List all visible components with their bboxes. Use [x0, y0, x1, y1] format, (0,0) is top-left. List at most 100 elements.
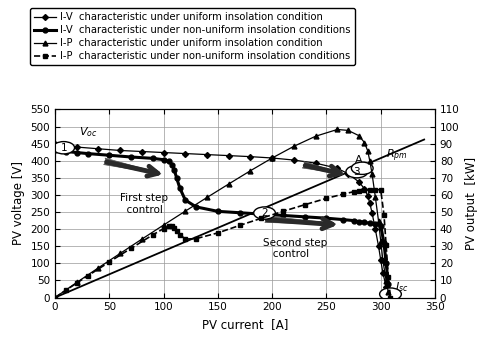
I-P  characteristic under non-uniform insolation conditions [150, 233, 156, 237]
I-P  characteristic under non-uniform insolation conditions [128, 246, 134, 250]
I-V  characteristic under non-uniform insolation conditions [177, 186, 183, 190]
I-V  characteristic under uniform insolation condition [139, 149, 145, 154]
I-P  characteristic under uniform insolation condition [362, 141, 368, 145]
I-P  characteristic under uniform insolation condition [117, 251, 123, 255]
I-P  characteristic under non-uniform insolation conditions [258, 216, 264, 220]
Text: $I_{sc}$: $I_{sc}$ [395, 280, 408, 294]
I-V  characteristic under uniform insolation condition [312, 161, 318, 165]
I-V  characteristic under non-uniform insolation conditions [160, 158, 166, 162]
I-P  characteristic under non-uniform insolation conditions [182, 237, 188, 241]
I-P  characteristic under uniform insolation condition [378, 239, 384, 243]
I-P  characteristic under non-uniform insolation conditions [367, 188, 373, 192]
I-P  characteristic under uniform insolation condition [345, 128, 351, 132]
I-P  characteristic under uniform insolation condition [291, 144, 297, 148]
I-P  characteristic under uniform insolation condition [204, 195, 210, 199]
I-V  characteristic under non-uniform insolation conditions [372, 222, 378, 226]
I-P  characteristic under non-uniform insolation conditions [170, 224, 175, 228]
I-P  characteristic under non-uniform insolation conditions [106, 260, 112, 264]
I-V  characteristic under uniform insolation condition [380, 271, 386, 275]
I-P  characteristic under non-uniform insolation conditions [302, 203, 308, 207]
I-V  characteristic under non-uniform insolation conditions [74, 150, 80, 155]
Y-axis label: PV output  [kW]: PV output [kW] [465, 157, 478, 250]
I-P  characteristic under uniform insolation condition [139, 237, 145, 241]
I-P  characteristic under uniform insolation condition [380, 258, 386, 262]
I-V  characteristic under non-uniform insolation conditions [367, 221, 373, 225]
I-V  characteristic under uniform insolation condition [388, 295, 394, 300]
I-P  characteristic under uniform insolation condition [386, 290, 392, 294]
Line: I-P  characteristic under non-uniform insolation conditions: I-P characteristic under non-uniform ins… [53, 187, 392, 300]
I-P  characteristic under uniform insolation condition [376, 219, 382, 223]
I-V  characteristic under non-uniform insolation conditions [193, 205, 199, 209]
I-V  characteristic under non-uniform insolation conditions [52, 148, 58, 153]
I-P  characteristic under non-uniform insolation conditions [193, 237, 199, 241]
I-P  characteristic under uniform insolation condition [312, 134, 318, 138]
I-V  characteristic under non-uniform insolation conditions [150, 156, 156, 160]
I-P  characteristic under non-uniform insolation conditions [63, 288, 69, 292]
I-V  characteristic under uniform insolation condition [74, 145, 80, 149]
I-V  characteristic under non-uniform insolation conditions [350, 219, 356, 223]
I-V  characteristic under uniform insolation condition [96, 147, 102, 151]
I-P  characteristic under non-uniform insolation conditions [381, 213, 387, 217]
Text: A: A [354, 155, 362, 165]
X-axis label: PV current  [A]: PV current [A] [202, 318, 288, 331]
I-V  characteristic under uniform insolation condition [362, 187, 368, 191]
I-P  characteristic under uniform insolation condition [334, 128, 340, 132]
I-P  characteristic under uniform insolation condition [226, 182, 232, 186]
I-P  characteristic under uniform insolation condition [182, 209, 188, 213]
I-V  characteristic under non-uniform insolation conditions [182, 198, 188, 202]
I-P  characteristic under uniform insolation condition [96, 266, 102, 270]
I-P  characteristic under non-uniform insolation conditions [324, 196, 330, 200]
I-V  characteristic under uniform insolation condition [364, 194, 370, 198]
Ellipse shape [53, 142, 74, 154]
Line: I-P  characteristic under uniform insolation condition: I-P characteristic under uniform insolat… [52, 127, 393, 300]
I-P  characteristic under uniform insolation condition [372, 195, 378, 199]
I-V  characteristic under non-uniform insolation conditions [172, 168, 177, 172]
I-P  characteristic under uniform insolation condition [388, 295, 394, 300]
I-P  characteristic under uniform insolation condition [367, 159, 373, 163]
I-V  characteristic under uniform insolation condition [226, 154, 232, 158]
I-V  characteristic under uniform insolation condition [334, 166, 340, 170]
I-V  characteristic under uniform insolation condition [345, 172, 351, 176]
I-P  characteristic under non-uniform insolation conditions [383, 244, 389, 248]
I-P  characteristic under uniform insolation condition [364, 149, 370, 153]
I-P  characteristic under uniform insolation condition [369, 172, 375, 176]
I-V  characteristic under uniform insolation condition [367, 201, 373, 206]
I-P  characteristic under non-uniform insolation conditions [160, 227, 166, 231]
Line: I-V  characteristic under non-uniform insolation conditions: I-V characteristic under non-uniform ins… [52, 148, 393, 300]
I-V  characteristic under non-uniform insolation conditions [378, 224, 384, 228]
I-V  characteristic under non-uniform insolation conditions [215, 209, 221, 213]
I-P  characteristic under uniform insolation condition [74, 280, 80, 285]
Ellipse shape [352, 162, 373, 174]
I-P  characteristic under non-uniform insolation conditions [378, 188, 384, 192]
I-P  characteristic under non-uniform insolation conditions [215, 231, 221, 235]
Line: I-V  characteristic under uniform insolation condition: I-V characteristic under uniform insolat… [53, 142, 392, 300]
Y-axis label: PV voltage [V]: PV voltage [V] [12, 161, 25, 246]
I-V  characteristic under uniform insolation condition [52, 142, 58, 146]
Ellipse shape [254, 207, 276, 219]
I-P  characteristic under non-uniform insolation conditions [386, 275, 392, 279]
Text: Second step
   control: Second step control [264, 238, 328, 259]
I-V  characteristic under non-uniform insolation conditions [386, 282, 392, 286]
I-V  characteristic under uniform insolation condition [291, 158, 297, 162]
I-V  characteristic under non-uniform insolation conditions [388, 295, 394, 300]
I-P  characteristic under non-uniform insolation conditions [356, 189, 362, 193]
Ellipse shape [346, 166, 368, 178]
I-V  characteristic under non-uniform insolation conditions [302, 215, 308, 219]
Text: 3: 3 [354, 167, 360, 177]
I-P  characteristic under uniform insolation condition [160, 223, 166, 227]
I-V  characteristic under non-uniform insolation conditions [63, 149, 69, 154]
Legend: I-V  characteristic under uniform insolation condition, I-V  characteristic unde: I-V characteristic under uniform insolat… [30, 9, 354, 65]
Text: 1: 1 [60, 143, 67, 153]
I-P  characteristic under non-uniform insolation conditions [74, 281, 80, 285]
I-V  characteristic under non-uniform insolation conditions [324, 216, 330, 220]
I-V  characteristic under uniform insolation condition [383, 285, 389, 289]
I-P  characteristic under uniform insolation condition [269, 156, 275, 160]
I-V  characteristic under non-uniform insolation conditions [383, 261, 389, 265]
I-P  characteristic under uniform insolation condition [356, 134, 362, 138]
I-P  characteristic under uniform insolation condition [248, 169, 254, 173]
Text: $R_{pm}$: $R_{pm}$ [386, 147, 408, 164]
I-V  characteristic under non-uniform insolation conditions [166, 159, 172, 163]
I-V  characteristic under non-uniform insolation conditions [340, 218, 345, 222]
I-V  characteristic under non-uniform insolation conditions [236, 211, 242, 215]
I-V  characteristic under uniform insolation condition [376, 244, 382, 248]
